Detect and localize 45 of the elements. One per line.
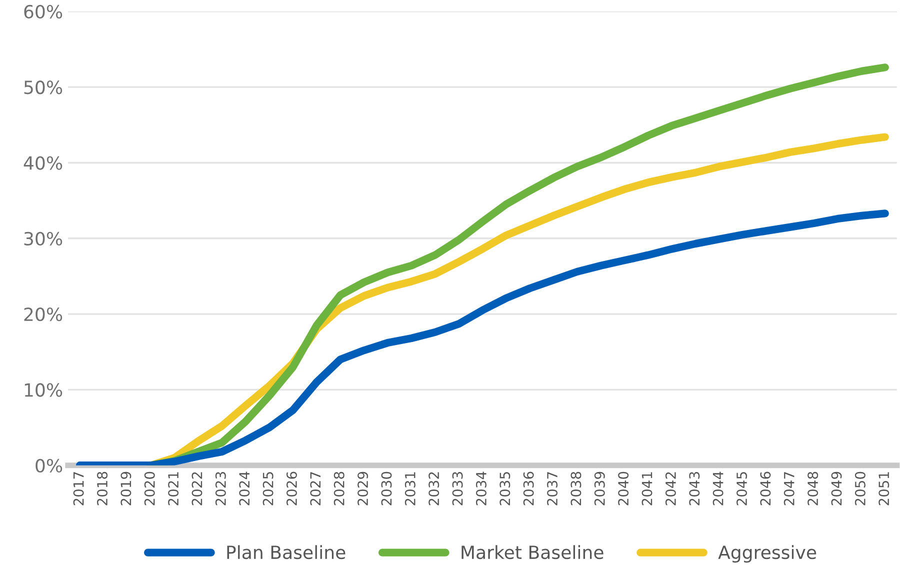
y-tick-label: 30% — [24, 232, 62, 246]
x-tick-label: 2042 — [665, 472, 676, 506]
x-tick-label: 2021 — [168, 472, 179, 506]
x-tick-label: 2028 — [334, 472, 344, 506]
x-tick-label: 2019 — [120, 472, 132, 506]
y-tick-label: 40% — [24, 156, 62, 170]
legend-label: Market Baseline — [462, 545, 604, 560]
x-tick-label: 2045 — [736, 472, 748, 506]
x-tick-label: 2018 — [97, 472, 108, 506]
x-tick-label: 2025 — [262, 472, 274, 506]
y-tick-label: 10% — [24, 383, 62, 397]
x-tick-label: 2051 — [878, 472, 890, 506]
x-tick-label: 2031 — [404, 472, 416, 506]
y-tick-label: 60% — [24, 4, 62, 19]
x-tick-label: 2023 — [215, 472, 226, 506]
x-tick-label: 2043 — [689, 472, 700, 506]
x-tick-label: 2033 — [452, 472, 463, 506]
x-tick-label: 2030 — [381, 472, 392, 506]
x-tick-label: 2017 — [73, 472, 84, 506]
x-tick-label: 2047 — [784, 472, 794, 506]
y-tick-label: 50% — [24, 80, 62, 94]
x-tick-label: 2040 — [618, 472, 629, 506]
x-tick-label: 2020 — [144, 472, 155, 506]
x-tick-label: 2039 — [594, 472, 605, 506]
legend-label: Aggressive — [718, 545, 816, 563]
x-tick-label: 2034 — [476, 472, 486, 506]
x-tick-label: 2035 — [500, 472, 510, 506]
x-tick-label: 2049 — [831, 472, 842, 506]
y-tick-label: 0% — [36, 458, 62, 472]
x-tick-label: 2048 — [808, 472, 818, 506]
x-tick-label: 2029 — [358, 472, 368, 506]
x-tick-label: 2037 — [547, 472, 558, 506]
x-tick-label: 2044 — [712, 472, 724, 506]
x-tick-label: 2032 — [428, 472, 440, 506]
x-tick-label: 2038 — [570, 472, 582, 506]
x-tick-label: 2022 — [192, 472, 202, 506]
x-tick-label: 2027 — [310, 472, 321, 506]
x-tick-label: 2026 — [286, 472, 297, 506]
x-tick-label: 2050 — [854, 472, 866, 506]
x-tick-label: 2036 — [523, 472, 534, 506]
legend-label: Plan Baseline — [227, 545, 346, 560]
x-tick-label: 2024 — [239, 472, 250, 506]
x-tick-label: 2046 — [760, 472, 771, 506]
y-tick-label: 20% — [24, 308, 62, 322]
x-tick-label: 2041 — [642, 472, 652, 506]
